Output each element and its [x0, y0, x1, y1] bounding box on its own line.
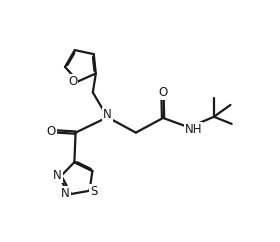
Text: O: O	[158, 86, 168, 99]
Text: S: S	[90, 185, 97, 198]
Text: N: N	[103, 108, 112, 121]
Text: N: N	[53, 169, 62, 182]
Text: N: N	[61, 187, 70, 200]
Text: NH: NH	[185, 123, 202, 136]
Text: O: O	[68, 75, 78, 88]
Text: O: O	[47, 125, 56, 138]
